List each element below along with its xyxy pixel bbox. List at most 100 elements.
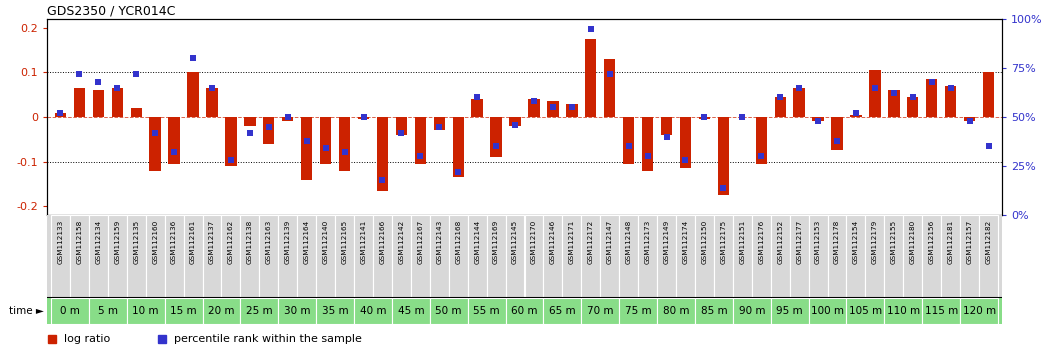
Bar [55,113,66,117]
Bar [600,215,619,298]
Bar [790,215,809,298]
Bar [301,117,313,179]
Bar [490,117,501,157]
Text: GSM112136: GSM112136 [171,219,177,264]
Bar [487,215,506,298]
Text: GSM112170: GSM112170 [531,219,537,264]
Bar [733,215,752,298]
Bar [964,117,976,121]
Text: 40 m: 40 m [360,306,386,316]
Text: GSM112143: GSM112143 [436,219,443,264]
Bar [506,298,543,324]
Bar [960,298,998,324]
Text: GSM112147: GSM112147 [606,219,613,264]
Text: GSM112174: GSM112174 [683,219,688,264]
Bar [127,298,165,324]
Text: GSM112178: GSM112178 [834,219,840,264]
Text: GSM112182: GSM112182 [986,219,991,264]
Bar [979,215,998,298]
Bar [922,215,941,298]
Text: time ►: time ► [9,306,44,316]
Text: log ratio: log ratio [64,334,110,344]
Bar [263,117,275,144]
Bar [718,117,729,195]
Bar [604,59,616,117]
Text: GSM112168: GSM112168 [455,219,462,264]
Bar [468,215,487,298]
Bar [865,215,884,298]
Bar [226,117,237,166]
Bar [430,298,468,324]
Bar [529,99,539,117]
Bar [870,70,880,117]
Text: 50 m: 50 m [435,306,462,316]
Text: GSM112181: GSM112181 [947,219,954,264]
Text: GSM112133: GSM112133 [58,219,63,264]
Bar [414,117,426,164]
Bar [377,117,388,191]
Text: percentile rank within the sample: percentile rank within the sample [174,334,362,344]
Text: 15 m: 15 m [170,306,197,316]
Bar [316,215,335,298]
Bar [941,215,960,298]
Bar [903,215,922,298]
Text: 65 m: 65 m [549,306,576,316]
Bar [392,298,430,324]
Bar [831,117,842,150]
Bar [221,215,240,298]
Text: 55 m: 55 m [473,306,500,316]
Bar [70,215,89,298]
Text: GSM112150: GSM112150 [702,219,707,264]
Bar [657,215,676,298]
Bar [809,298,847,324]
Bar [89,298,127,324]
Bar [51,215,70,298]
Bar [184,215,202,298]
Text: 90 m: 90 m [738,306,765,316]
Text: 30 m: 30 m [284,306,311,316]
Text: GSM112166: GSM112166 [380,219,385,264]
Bar [506,215,524,298]
Bar [240,215,259,298]
Bar [562,215,581,298]
Text: 35 m: 35 m [322,306,348,316]
Text: GSM112173: GSM112173 [645,219,650,264]
Bar [202,215,221,298]
Bar [889,90,900,117]
Bar [619,298,657,324]
Text: 95 m: 95 m [776,306,802,316]
Bar [566,104,578,117]
Bar [884,215,903,298]
Bar [960,215,979,298]
Text: 60 m: 60 m [511,306,538,316]
Bar [714,215,733,298]
Text: GSM112159: GSM112159 [114,219,121,264]
Text: GSM112144: GSM112144 [474,219,480,264]
Bar [884,298,922,324]
Bar [373,215,392,298]
Bar [585,39,597,117]
Bar [433,117,445,130]
Text: GSM112165: GSM112165 [342,219,347,264]
Text: GSM112151: GSM112151 [740,219,745,264]
Bar [752,215,771,298]
Bar [339,117,350,171]
Bar [202,298,240,324]
Bar [355,215,373,298]
Text: GSM112172: GSM112172 [587,219,594,264]
Bar [694,215,714,298]
Bar [149,117,160,171]
Bar [411,215,430,298]
Bar [771,215,790,298]
Text: GSM112134: GSM112134 [95,219,102,264]
Bar [983,72,994,117]
Text: GSM112163: GSM112163 [265,219,272,264]
Text: GSM112139: GSM112139 [284,219,291,264]
Bar [188,72,198,117]
Text: GSM112140: GSM112140 [323,219,328,264]
Bar [926,79,938,117]
Text: 100 m: 100 m [811,306,844,316]
Bar [278,298,316,324]
Bar [452,117,464,177]
Text: GSM112149: GSM112149 [664,219,669,264]
